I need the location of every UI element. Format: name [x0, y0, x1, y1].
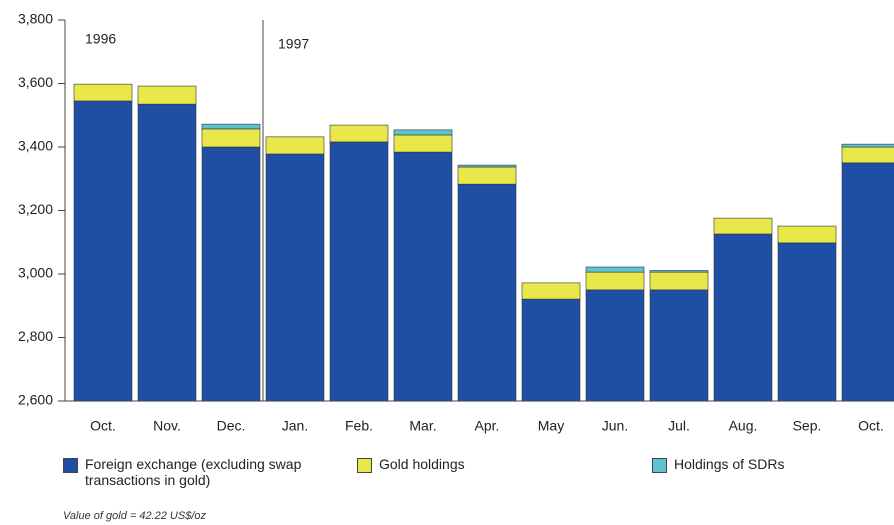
bar-segment — [649, 270, 709, 273]
footnote: Value of gold = 42.22 US$/oz — [63, 510, 206, 522]
bar-segment — [777, 225, 837, 244]
x-tick-label: Feb. — [345, 418, 373, 434]
x-tick-label: Aug. — [729, 418, 758, 434]
x-tick-label: Jul. — [668, 418, 690, 434]
y-tick-label: 3,000 — [18, 265, 53, 281]
legend-item: Gold holdings — [357, 456, 465, 473]
y-tick-label: 3,200 — [18, 201, 53, 217]
bar-segment — [457, 164, 517, 168]
bar-segment — [649, 271, 709, 291]
y-tick-label: 3,400 — [18, 138, 53, 154]
bar-segment — [137, 103, 197, 402]
bar-segment — [521, 282, 581, 300]
x-tick-label: Nov. — [153, 418, 181, 434]
bar-segment — [777, 242, 837, 402]
x-tick-label: Jun. — [602, 418, 628, 434]
year-label: 1996 — [85, 31, 116, 47]
bar-segment — [649, 289, 709, 402]
bar-segment — [201, 123, 261, 130]
y-tick-label: 3,600 — [18, 74, 53, 90]
bar-segment — [329, 124, 389, 143]
bar-segment — [841, 146, 894, 164]
bar-segment — [457, 183, 517, 402]
x-tick-label: Mar. — [409, 418, 436, 434]
legend-label: Holdings of SDRs — [674, 456, 785, 472]
x-tick-label: May — [538, 418, 564, 434]
bar-segment — [713, 217, 773, 235]
bar-segment — [201, 128, 261, 148]
legend-item: Foreign exchange (excluding swap transac… — [63, 456, 348, 488]
x-tick-label: Oct. — [90, 418, 116, 434]
bar-segment — [585, 266, 645, 273]
legend-swatch — [652, 458, 667, 473]
legend-label: Gold holdings — [379, 456, 465, 472]
bar-segment — [393, 151, 453, 402]
bar-segment — [329, 141, 389, 402]
bar-segment — [73, 100, 133, 402]
bar-segment — [585, 289, 645, 402]
legend-swatch — [357, 458, 372, 473]
bar-segment — [713, 233, 773, 402]
bar-segment — [201, 146, 261, 402]
x-tick-label: Dec. — [217, 418, 246, 434]
x-tick-label: Oct. — [858, 418, 884, 434]
y-tick-label: 2,800 — [18, 328, 53, 344]
y-tick-label: 3,800 — [18, 11, 53, 27]
bar-segment — [265, 153, 325, 402]
legend-label: Foreign exchange (excluding swap transac… — [85, 456, 302, 488]
bar-segment — [457, 166, 517, 185]
year-label: 1997 — [278, 36, 309, 52]
x-tick-label: Jan. — [282, 418, 308, 434]
x-tick-label: Sep. — [793, 418, 822, 434]
bar-segment — [265, 136, 325, 155]
y-tick-label: 2,600 — [18, 392, 53, 408]
bar-segment — [841, 143, 894, 148]
legend-swatch — [63, 458, 78, 473]
legend-item: Holdings of SDRs — [652, 456, 785, 473]
bar-segment — [585, 271, 645, 291]
bar-segment — [393, 129, 453, 136]
x-tick-label: Apr. — [475, 418, 500, 434]
bar-segment — [393, 134, 453, 153]
bar-segment — [137, 85, 197, 105]
bar-segment — [841, 162, 894, 402]
bar-segment — [521, 298, 581, 402]
bar-segment — [73, 83, 133, 102]
chart: 1996 1997 2,600 2,800 3,000 3,200 3,400 3,600… — [18, 11, 894, 434]
